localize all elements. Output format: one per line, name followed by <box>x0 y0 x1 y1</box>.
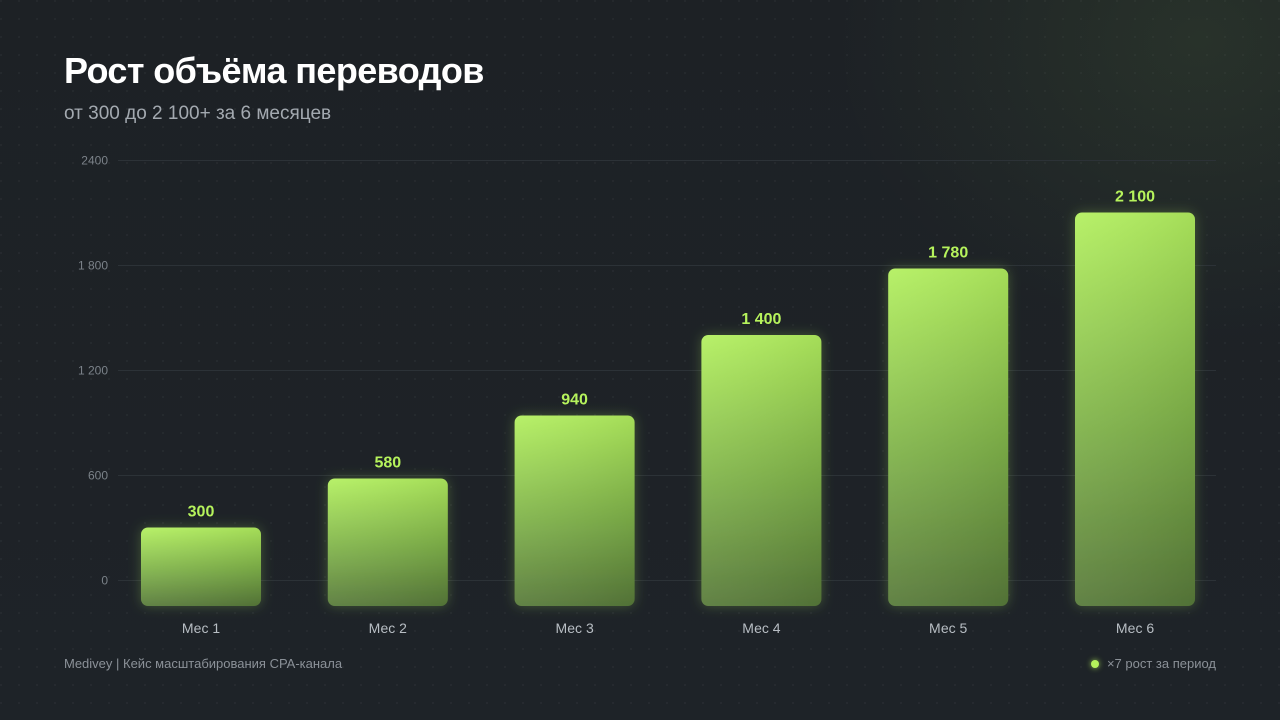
bar-value-label: 2 100 <box>1115 189 1155 206</box>
grid-lines <box>118 160 1216 581</box>
footer-source: Medivey | Кейс масштабирования CPA-канал… <box>64 656 343 671</box>
bar-group <box>1075 212 1195 606</box>
value-labels: 300 580 940 1 400 1 780 2 100 <box>188 189 1155 521</box>
bar-value-label: 1 400 <box>741 311 781 328</box>
x-category-label: Мес 6 <box>1116 620 1154 636</box>
bar-group <box>141 527 261 606</box>
y-axis-ticks: 0 600 1 200 1 800 2400 <box>78 154 108 588</box>
y-tick-label: 1 800 <box>78 259 108 273</box>
bar-shade <box>141 527 261 606</box>
bar-group <box>888 268 1009 606</box>
footer-note: ×7 рост за период <box>1090 656 1216 671</box>
bar-value-label: 1 780 <box>928 245 968 262</box>
bar-group <box>701 335 822 606</box>
x-category-label: Мес 1 <box>182 620 220 636</box>
bar-group <box>327 478 448 606</box>
bar-shade <box>327 478 448 606</box>
y-tick-label: 2400 <box>81 154 108 168</box>
bar-value-label: 940 <box>561 392 588 409</box>
bar-value-label: 580 <box>374 455 401 472</box>
chart-title: Рост объёма переводов <box>64 50 484 91</box>
x-category-label: Мес 2 <box>369 620 407 636</box>
bar-shade <box>701 335 822 606</box>
y-tick-label: 0 <box>101 574 108 588</box>
y-tick-label: 600 <box>88 469 108 483</box>
bar-shade <box>514 415 635 606</box>
bar-group <box>514 415 635 606</box>
chart-subtitle: от 300 до 2 100+ за 6 месяцев <box>64 103 332 124</box>
bullet-dot-icon <box>1090 659 1099 668</box>
bar-shade <box>1075 212 1195 606</box>
bar-shade <box>888 268 1009 606</box>
bars <box>141 212 1195 606</box>
x-category-label: Мес 3 <box>555 620 593 636</box>
x-category-label: Мес 4 <box>742 620 780 636</box>
x-axis-categories: Мес 1 Мес 2 Мес 3 Мес 4 Мес 5 Мес 6 <box>182 620 1154 636</box>
y-tick-label: 1 200 <box>78 364 108 378</box>
footer-note-text: ×7 рост за период <box>1106 656 1216 671</box>
bar-value-label: 300 <box>188 504 215 521</box>
x-category-label: Мес 5 <box>929 620 967 636</box>
